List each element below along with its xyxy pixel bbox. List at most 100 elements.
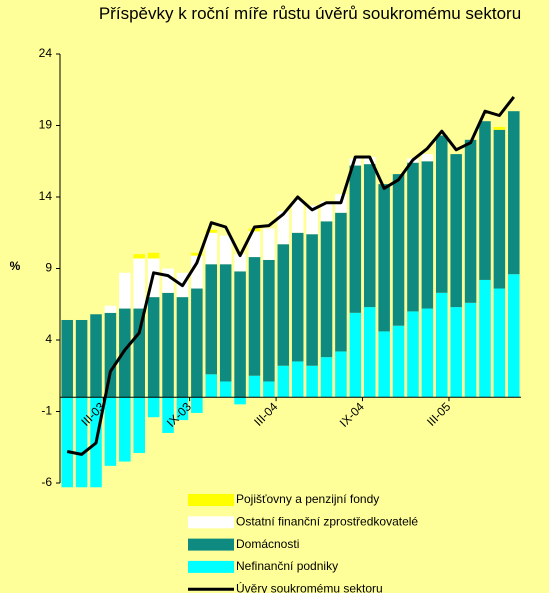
- bar-segment: [90, 314, 102, 398]
- bar-segment: [133, 254, 145, 259]
- bar-segment: [234, 254, 246, 272]
- bar-segment: [147, 297, 160, 398]
- chart-title: Příspěvky k roční míře růstu úvěrů soukr…: [98, 4, 522, 23]
- bar-segment: [61, 397, 73, 488]
- bar-segment: [191, 397, 203, 413]
- bar-segment: [75, 397, 88, 488]
- y-tick-label: -1: [41, 404, 52, 418]
- bar-segment: [493, 129, 506, 289]
- bar-segment: [234, 397, 246, 405]
- bar-segment: [306, 365, 318, 398]
- bar-segment: [436, 292, 448, 398]
- bar-segment: [335, 351, 347, 398]
- bar-segment: [263, 228, 275, 260]
- bar-segment: [104, 312, 117, 398]
- bar-segment: [421, 308, 434, 398]
- legend-label: Ostatní finanční zprostředkovatelé: [236, 514, 418, 528]
- y-tick-label: 24: [39, 46, 53, 60]
- bar-segment: [407, 311, 419, 398]
- bar-segment: [407, 162, 419, 312]
- bar-segment: [119, 308, 131, 398]
- bar-segment: [162, 268, 174, 293]
- x-tick-label: III-05: [424, 399, 453, 428]
- bar-segment: [493, 126, 506, 130]
- y-tick-label: 4: [45, 332, 52, 346]
- bar-segment: [320, 201, 333, 222]
- bar-segment: [75, 319, 88, 398]
- bar-segment: [291, 199, 304, 233]
- x-tick-label: III-04: [251, 399, 280, 428]
- bar-segment: [464, 302, 477, 398]
- bar-segment: [176, 397, 189, 421]
- bar-segment: [349, 158, 362, 166]
- bar-segment: [205, 232, 218, 265]
- y-tick-label: 14: [39, 189, 53, 203]
- bar-segment: [219, 264, 232, 382]
- bar-segment: [176, 297, 189, 398]
- bar-segment: [104, 397, 117, 466]
- legend-swatch: [188, 494, 234, 506]
- bar-segment: [479, 279, 491, 398]
- bar-segment: [162, 397, 174, 433]
- bar-segment: [205, 229, 218, 233]
- bar-segment: [335, 212, 347, 352]
- bar-segment: [392, 325, 405, 398]
- bar-segment: [61, 319, 73, 398]
- bar-segment: [291, 232, 304, 362]
- y-tick-label: -6: [41, 475, 52, 489]
- y-axis-label: %: [10, 259, 21, 273]
- bar-segment: [363, 307, 376, 398]
- bar-segment: [493, 288, 506, 398]
- legend-label: Domácnosti: [236, 537, 299, 551]
- bar-segment: [248, 375, 261, 398]
- bar-segment: [191, 255, 203, 289]
- bar-segment: [263, 259, 275, 382]
- legend-label: Nefinanční podniky: [236, 559, 338, 573]
- bar-segment: [349, 165, 362, 313]
- legend-label: Pojišťovny a penzijní fondy: [236, 492, 379, 506]
- bar-segment: [277, 365, 290, 398]
- bar-segment: [450, 307, 462, 398]
- legend-swatch: [188, 538, 234, 551]
- legend-swatch: [188, 516, 234, 529]
- bar-segment: [277, 211, 290, 245]
- bar-segment: [464, 139, 477, 303]
- bar-segment: [248, 257, 261, 376]
- bar-segment: [219, 381, 232, 398]
- bar-segment: [479, 121, 491, 280]
- bar-segment: [450, 154, 462, 308]
- bar-segment: [205, 374, 218, 398]
- bar-segment: [508, 274, 520, 398]
- y-tick-label: 9: [45, 261, 52, 275]
- bar-segment: [378, 331, 390, 398]
- bar-segment: [320, 221, 333, 358]
- y-tick-label: 19: [39, 118, 53, 132]
- bar-segment: [119, 397, 131, 462]
- bar-segment: [191, 252, 203, 256]
- bar-segment: [320, 357, 333, 398]
- bar-segment: [133, 258, 145, 309]
- x-tick-label: IX-04: [337, 399, 367, 429]
- bar-segment: [147, 252, 160, 259]
- bar-segment: [133, 308, 145, 398]
- bar-segment: [234, 271, 246, 398]
- bar-segment: [162, 292, 174, 398]
- bar-segment: [119, 272, 131, 309]
- bar-segment: [421, 154, 434, 162]
- bar-segment: [349, 312, 362, 398]
- bar-segment: [363, 164, 376, 308]
- bar-segment: [263, 381, 275, 398]
- bar-segment: [291, 361, 304, 398]
- bar-segment: [421, 161, 434, 309]
- bar-segment: [508, 111, 520, 275]
- legend-label: Úvěry soukromému sektoru: [236, 580, 383, 593]
- bar-segment: [133, 397, 145, 453]
- bar-segment: [248, 231, 261, 258]
- legend-swatch: [188, 560, 234, 573]
- bar-segment: [191, 288, 203, 398]
- bar-segment: [104, 305, 117, 313]
- bar-segment: [436, 135, 448, 293]
- bar-segment: [306, 205, 318, 235]
